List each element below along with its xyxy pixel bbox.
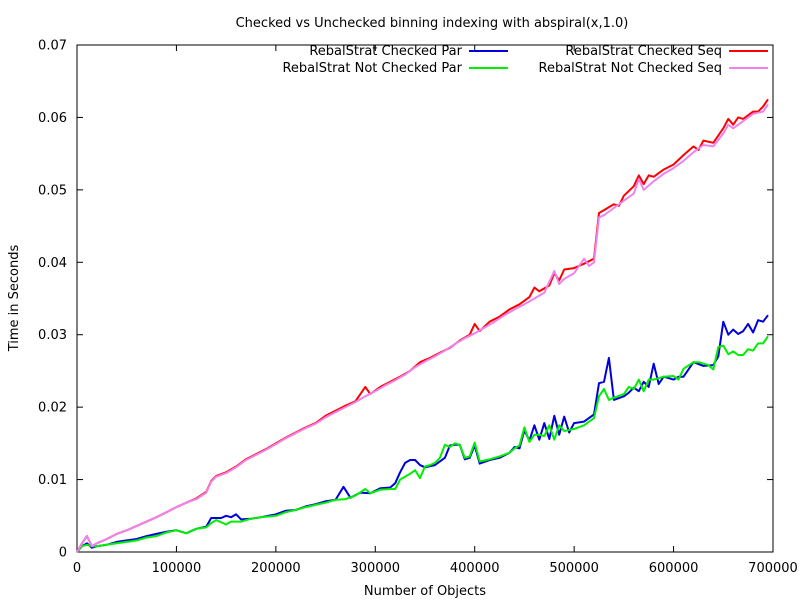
y-tick-label: 0.02 — [38, 401, 67, 416]
series-line-rebalstrat-checked-seq — [76, 98, 769, 553]
chart-title: Checked vs Unchecked binning indexing wi… — [236, 16, 629, 31]
x-tick-label: 100000 — [152, 561, 202, 576]
x-tick-label: 400000 — [450, 561, 500, 576]
x-tick-label: 300000 — [350, 561, 400, 576]
y-tick-label: 0.03 — [38, 328, 67, 343]
y-tick-label: 0.06 — [38, 111, 67, 126]
series-lines — [76, 98, 769, 553]
y-axis-label: Time in Seconds — [7, 245, 22, 353]
legend-item-rebalstrat-checked-seq: RebalStrat Checked Seq — [565, 44, 768, 59]
x-tick-label: 600000 — [649, 561, 699, 576]
x-tick-label: 0 — [73, 561, 81, 576]
series-line-rebalstrat-not-checked-par — [76, 335, 769, 553]
series-line-rebalstrat-checked-par — [76, 314, 769, 553]
y-tick-label: 0.01 — [38, 473, 67, 488]
y-tick-label: 0 — [59, 546, 67, 561]
series-line-rebalstrat-not-checked-seq — [76, 103, 769, 553]
x-tick-label: 200000 — [251, 561, 301, 576]
y-tick-label: 0.05 — [38, 183, 67, 198]
x-tick-label: 500000 — [549, 561, 599, 576]
legend-label: RebalStrat Checked Par — [309, 44, 462, 59]
x-axis: 0 100000 200000 300000 400000 500000 600000 700… — [73, 45, 798, 576]
x-axis-label: Number of Objects — [364, 584, 486, 599]
legend-label: RebalStrat Not Checked Par — [282, 61, 462, 76]
legend-item-rebalstrat-checked-par: RebalStrat Checked Par — [309, 44, 508, 59]
x-tick-label: 700000 — [748, 561, 798, 576]
legend-item-rebalstrat-not-checked-seq: RebalStrat Not Checked Seq — [539, 61, 768, 76]
plot-frame — [76, 44, 774, 553]
y-tick-label: 0.04 — [38, 256, 67, 271]
legend-label: RebalStrat Not Checked Seq — [539, 61, 723, 76]
y-axis: 0 0.01 0.02 0.03 0.04 0.05 0.06 0.07 — [38, 39, 773, 561]
y-tick-label: 0.07 — [38, 39, 67, 54]
legend-label: RebalStrat Checked Seq — [565, 44, 722, 59]
legend-item-rebalstrat-not-checked-par: RebalStrat Not Checked Par — [282, 61, 508, 76]
legend: RebalStrat Checked Par RebalStrat Not Che… — [282, 44, 768, 76]
